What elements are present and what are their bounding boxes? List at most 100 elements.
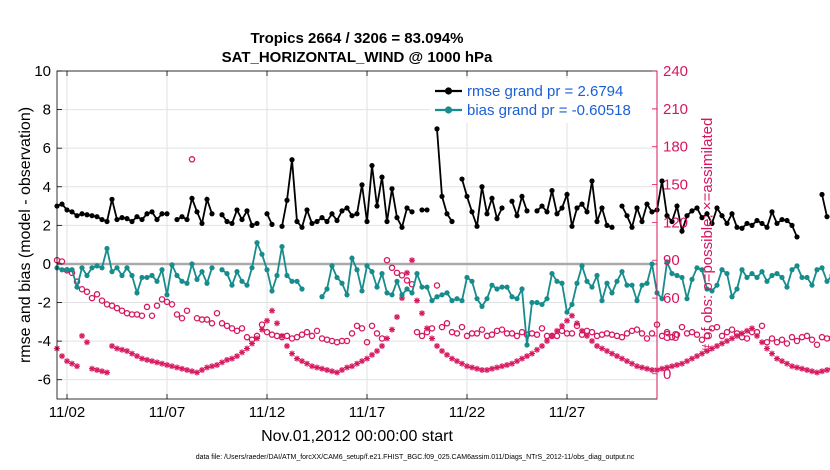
possible-obs-point [433, 282, 441, 289]
possible-obs-point [723, 328, 731, 336]
bias-point [349, 255, 355, 261]
bias-point [714, 282, 720, 288]
y-tick-label: 0 [43, 256, 51, 273]
bias-point [594, 272, 600, 279]
rmse-point [444, 211, 450, 217]
rmse-point [159, 211, 165, 217]
assimilated-obs-point [74, 363, 80, 370]
rmse-point [279, 223, 285, 229]
bias-point [384, 290, 390, 296]
rmse-point [354, 211, 360, 217]
assimilated-obs-point [84, 339, 90, 346]
bias-point [509, 294, 515, 300]
assimilated-obs-point [354, 360, 360, 367]
assimilated-obs-point [604, 348, 610, 355]
rmse-point [764, 224, 770, 230]
rmse-point [464, 193, 470, 200]
y-axis-label: rmse and bias (model - observation) [17, 107, 34, 363]
y-tick-label: 4 [43, 179, 51, 196]
assimilated-obs-point [484, 366, 490, 373]
possible-obs-point [203, 316, 211, 323]
bias-point [564, 309, 570, 315]
possible-obs-point [78, 285, 86, 293]
assimilated-obs-point [359, 358, 365, 365]
possible-obs-point [348, 330, 356, 337]
assimilated-obs-point [624, 358, 630, 365]
rmse-point [484, 211, 490, 217]
possible-obs-point [743, 335, 751, 342]
rmse-point [779, 216, 785, 223]
assimilated-obs-point [309, 363, 315, 370]
assimilated-obs-point [199, 366, 205, 373]
rmse-point [244, 208, 250, 214]
possible-obs-point [293, 333, 301, 341]
rmse-point [434, 126, 440, 132]
rmse-point [439, 193, 445, 200]
assimilated-obs-point [504, 361, 510, 368]
possible-obs-point [238, 325, 246, 332]
bias-point [229, 282, 235, 288]
rmse-point [99, 216, 105, 223]
bias-point [634, 298, 640, 304]
assimilated-obs-point [699, 350, 705, 357]
assimilated-obs-point [394, 314, 400, 320]
bias-point [554, 278, 560, 284]
data-marks [53, 126, 830, 376]
assimilated-obs-point [109, 343, 115, 350]
bias-point [609, 290, 615, 296]
possible-obs-point [518, 328, 526, 336]
rmse-point [369, 162, 375, 169]
rmse-line-segment [436, 128, 453, 222]
rmse-point [59, 201, 65, 207]
assimilated-obs-point [429, 335, 435, 342]
possible-obs-point [453, 330, 461, 337]
assimilated-obs-point [534, 346, 540, 353]
bias-point [429, 298, 435, 304]
assimilated-obs-point [369, 351, 375, 358]
bias-point [809, 282, 815, 288]
x-tick-label: 11/07 [149, 404, 185, 421]
bias-point [339, 280, 345, 286]
bias-point [694, 265, 700, 271]
rmse-point [694, 205, 700, 211]
assimilated-obs-point [474, 365, 480, 372]
assimilated-obs-point [719, 340, 725, 347]
rmse-point [704, 211, 710, 217]
possible-obs-point [728, 326, 736, 333]
bias-point [374, 284, 380, 290]
bias-point [739, 267, 745, 273]
rmse-point [344, 205, 350, 211]
assimilated-obs-point [639, 364, 645, 371]
bias-point [409, 290, 415, 296]
possible-obs-point [228, 325, 236, 332]
assimilated-obs-point [749, 325, 755, 332]
rmse-point [154, 216, 160, 223]
assimilated-obs-point [389, 326, 395, 333]
rmse-point [669, 218, 675, 225]
assimilated-obs-point [644, 365, 650, 372]
right-tick-label: 0 [663, 366, 671, 383]
assimilated-obs-point [734, 332, 740, 339]
legend-marker-bias [444, 106, 453, 114]
bias-point [504, 284, 510, 290]
possible-obs-point [383, 256, 391, 264]
assimilated-obs-point [339, 366, 345, 373]
assimilated-obs-point [569, 312, 575, 319]
bias-point [604, 280, 610, 286]
rmse-point [184, 216, 190, 223]
bias-point [719, 267, 725, 273]
bias-point [589, 284, 595, 290]
y-tick-label: -2 [38, 295, 51, 312]
bias-point [444, 290, 450, 296]
assimilated-obs-point [804, 366, 810, 373]
assimilated-obs-point [459, 360, 465, 367]
assimilated-obs-point [779, 358, 785, 365]
data-file-footnote: data file: /Users/raeder/DAI/ATM_forcXX/… [196, 454, 635, 461]
legend-entry-bias: bias grand pr = -0.60518 [467, 102, 631, 119]
bias-point [204, 280, 210, 286]
possible-obs-point [498, 326, 506, 333]
rmse-point [469, 209, 475, 215]
rmse-point [494, 216, 500, 222]
bias-point [494, 286, 500, 292]
bias-point [369, 269, 375, 275]
